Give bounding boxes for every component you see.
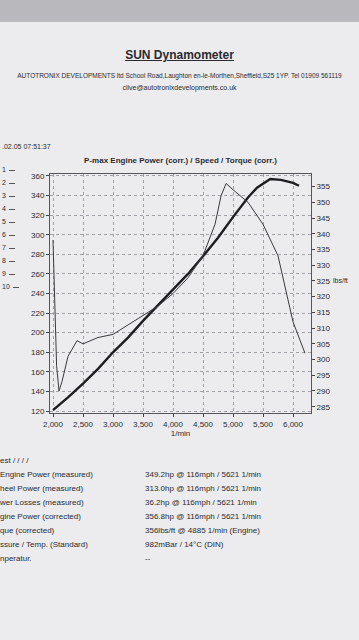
svg-text:4,000: 4,000 <box>163 420 184 429</box>
html-text:10: 10 <box>2 283 10 290</box>
html-text:que (corrected): que (corrected) <box>0 526 55 535</box>
svg-text:260: 260 <box>31 270 45 279</box>
svg-text:P-max Engine Power (corr.) / S: P-max Engine Power (corr.) / Speed / Tor… <box>84 156 277 165</box>
svg-text:180: 180 <box>31 348 45 357</box>
html-text:313.0hp @ 116mph / 5621 1/min: 313.0hp @ 116mph / 5621 1/min <box>145 484 262 493</box>
html-text:8: 8 <box>2 257 6 264</box>
svg-text:120: 120 <box>31 407 45 416</box>
svg-text:290: 290 <box>317 387 331 396</box>
svg-text:220: 220 <box>31 309 45 318</box>
html-text:ssure / Temp. (Standard): ssure / Temp. (Standard) <box>0 540 88 549</box>
svg-text:6,000: 6,000 <box>283 420 304 429</box>
svg-text:305: 305 <box>317 340 331 349</box>
html-text:nperatur.: nperatur. <box>0 554 32 563</box>
svg-text:lbs/ft: lbs/ft <box>333 277 348 284</box>
html-text:7: 7 <box>2 244 6 251</box>
svg-text:2,500: 2,500 <box>73 420 94 429</box>
svg-text:340: 340 <box>317 230 331 239</box>
svg-text:300: 300 <box>317 355 331 364</box>
html-text:982mBar / 14°C (DIN): 982mBar / 14°C (DIN) <box>145 540 224 549</box>
svg-text:315: 315 <box>317 308 331 317</box>
svg-text:.02.05 07:51:37: .02.05 07:51:37 <box>2 143 51 150</box>
html-text:wer Losses (measured): wer Losses (measured) <box>0 498 84 507</box>
svg-text:325: 325 <box>317 277 331 286</box>
svg-text:3,000: 3,000 <box>103 420 124 429</box>
html-text:36.2hp @ 116mph / 5621 1/min: 36.2hp @ 116mph / 5621 1/min <box>145 498 257 507</box>
html-text:5: 5 <box>2 218 6 225</box>
html-text:356.8hp @ 116mph / 5621 1/min: 356.8hp @ 116mph / 5621 1/min <box>145 512 262 521</box>
html-text:349.2hp @ 116mph / 5621 1/min: 349.2hp @ 116mph / 5621 1/min <box>145 470 262 479</box>
svg-text:340: 340 <box>31 191 45 200</box>
html-text:heel Power (measured): heel Power (measured) <box>0 484 84 493</box>
svg-text:2,000: 2,000 <box>43 420 64 429</box>
svg-text:300: 300 <box>31 231 45 240</box>
html-text:SUN Dynamometer: SUN Dynamometer <box>125 48 234 62</box>
html-text:3: 3 <box>2 192 6 199</box>
html-text:356lbs/ft @ 4885 1/min (Engine: 356lbs/ft @ 4885 1/min (Engine) <box>145 526 260 535</box>
svg-text:320: 320 <box>317 292 331 301</box>
html-text:clive@autotronixdevelopments.c: clive@autotronixdevelopments.co.uk <box>122 84 237 91</box>
svg-text:5,000: 5,000 <box>223 420 244 429</box>
svg-text:240: 240 <box>31 289 45 298</box>
html-text:9: 9 <box>2 270 6 277</box>
svg-text:160: 160 <box>31 368 45 377</box>
html-text:1: 1 <box>2 166 6 173</box>
svg-text:350: 350 <box>317 198 331 207</box>
svg-text:280: 280 <box>31 250 45 259</box>
html-text:4: 4 <box>2 205 6 212</box>
svg-text:295: 295 <box>317 371 331 380</box>
svg-text:1/min: 1/min <box>171 429 191 438</box>
svg-text:320: 320 <box>31 211 45 220</box>
svg-text:360: 360 <box>31 172 45 181</box>
svg-text:335: 335 <box>317 245 331 254</box>
svg-text:355: 355 <box>317 182 331 191</box>
svg-text:285: 285 <box>317 403 331 412</box>
svg-text:345: 345 <box>317 214 331 223</box>
svg-text:200: 200 <box>31 328 45 337</box>
html-text:6: 6 <box>2 231 6 238</box>
svg-text:330: 330 <box>317 261 331 270</box>
svg-text:140: 140 <box>31 387 45 396</box>
html-text:gine Power (corrected): gine Power (corrected) <box>0 512 81 521</box>
svg-text:5,500: 5,500 <box>253 420 274 429</box>
svg-text:310: 310 <box>317 324 331 333</box>
svg-text:4,500: 4,500 <box>193 420 214 429</box>
html-text:Engine Power (measured): Engine Power (measured) <box>0 470 93 479</box>
html-text:est / / / /: est / / / / <box>0 456 29 465</box>
html-text:2: 2 <box>2 179 6 186</box>
html-text:AUTOTRONIX DEVELOPMENTS ltd Sc: AUTOTRONIX DEVELOPMENTS ltd School Road,… <box>17 72 342 79</box>
svg-text:3,500: 3,500 <box>133 420 154 429</box>
